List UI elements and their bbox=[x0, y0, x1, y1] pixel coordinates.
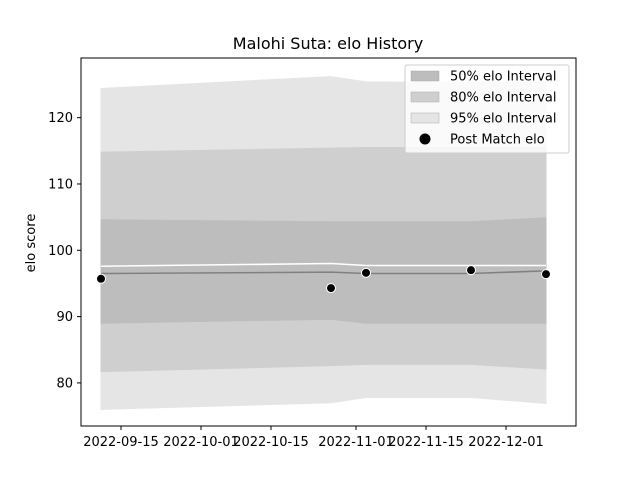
legend-box bbox=[404, 64, 570, 154]
legend: 50% elo Interval 80% elo Interval 95% elo … bbox=[404, 64, 570, 154]
x-tick-label-2022-11-15: 2022-11-15 bbox=[388, 435, 464, 450]
y-axis-label: elo score bbox=[24, 214, 39, 273]
chart-title: Malohi Suta: elo History bbox=[233, 34, 423, 53]
plot-frame bbox=[80, 57, 577, 427]
post-match-point-1 bbox=[326, 283, 336, 294]
x-tick-label-2022-11-01: 2022-11-01 bbox=[318, 435, 394, 450]
post-match-point-4 bbox=[541, 269, 551, 280]
legend-swatch-95-elo-interval bbox=[410, 112, 440, 124]
y-tick-label-80: 80 bbox=[56, 376, 73, 391]
legend-swatch-50-elo-interval bbox=[410, 70, 440, 82]
legend-swatch-80-elo-interval bbox=[410, 91, 440, 103]
band-50-elo-interval bbox=[100, 217, 547, 324]
plot-area bbox=[96, 76, 551, 410]
axes: 80 90 100 110 120 2022-09-15 2022-10-012022-10… bbox=[48, 57, 577, 450]
post-match-point-2 bbox=[361, 267, 371, 278]
series-line-3 bbox=[100, 262, 546, 267]
x-tick-label-2022-12-01: 2022-12-01 bbox=[468, 435, 544, 450]
legend-label-95-elo-interval: 95% elo Interval bbox=[450, 112, 557, 127]
y-tick-label-110: 110 bbox=[48, 177, 73, 192]
legend-label-50-elo-interval: 50% elo Interval bbox=[450, 70, 557, 85]
legend-label-80-elo-interval: 80% elo Interval bbox=[450, 91, 557, 106]
x-tick-label-2022-09-15: 2022-09-15 bbox=[83, 435, 159, 450]
x-tick-label-2022-10-15: 2022-10-15 bbox=[233, 435, 309, 450]
y-tick-label-100: 100 bbox=[48, 244, 73, 259]
legend-label-post-match-elo: Post Match elo bbox=[450, 133, 545, 148]
y-tick-label-90: 90 bbox=[56, 310, 73, 325]
legend-swatch-post-match-elo bbox=[419, 133, 431, 145]
y-tick-label-120: 120 bbox=[48, 111, 73, 126]
post-match-point-3 bbox=[466, 265, 476, 276]
x-tick-label-2022-10-01: 2022-10-01 bbox=[163, 435, 239, 450]
post-match-point-0 bbox=[96, 273, 106, 284]
